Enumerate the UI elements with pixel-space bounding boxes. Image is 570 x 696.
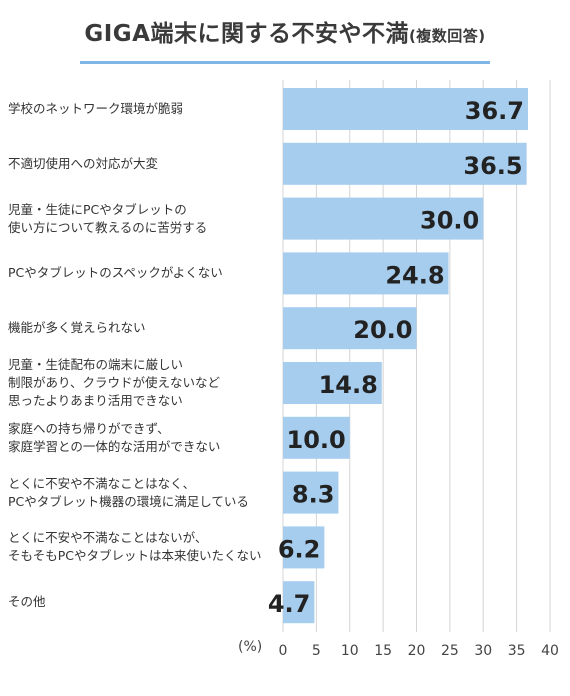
chart-subtitle: (複数回答) — [408, 27, 486, 45]
x-tick-label: 5 — [312, 643, 321, 659]
category-label: PCやタブレットのスペックがよくない — [8, 265, 223, 281]
value-label: 4.7 — [268, 590, 311, 618]
chart-title-main: GIGA端末に関する不安や不満 — [84, 21, 409, 47]
category-label: 児童・生徒にPCやタブレットの 使い方について教えるのに苦労する — [8, 201, 208, 235]
bar — [283, 252, 449, 295]
value-label: 6.2 — [278, 535, 321, 563]
chart-title: GIGA端末に関する不安や不満(複数回答) — [0, 14, 570, 54]
category-label: 不適切使用への対応が大変 — [8, 155, 159, 171]
value-label: 10.0 — [287, 426, 346, 454]
x-axis-unit: (%) — [238, 639, 263, 655]
bar — [283, 416, 350, 459]
x-tick-label: 40 — [541, 643, 559, 659]
value-label: 36.5 — [463, 152, 522, 180]
bar — [283, 88, 528, 130]
bar — [283, 142, 527, 185]
x-tick-label: 35 — [508, 643, 526, 659]
x-tick-label: 20 — [408, 643, 426, 659]
value-label: 20.0 — [353, 316, 412, 344]
category-label: 児童・生徒配布の端末に厳しい 制限があり、クラウドが使えないなど 思ったよりあま… — [8, 357, 221, 408]
x-tick-label: 25 — [441, 643, 459, 659]
value-label: 24.8 — [385, 261, 444, 289]
bar — [283, 307, 417, 350]
x-tick-label: 10 — [341, 643, 359, 659]
category-label: とくに不安や不満なことはないが、 そもそもPCやタブレットは本来使いたくない — [8, 530, 262, 564]
category-label: その他 — [8, 594, 46, 610]
title-underline — [80, 61, 490, 64]
value-label: 14.8 — [319, 371, 378, 399]
x-tick-label: 15 — [374, 643, 392, 659]
category-label: 学校のネットワーク環境が脆弱 — [8, 101, 184, 116]
x-tick-label: 0 — [279, 643, 288, 659]
bar — [283, 471, 339, 514]
bar — [283, 581, 315, 624]
category-label: 機能が多く覚えられない — [8, 320, 146, 336]
value-label: 30.0 — [420, 207, 479, 235]
x-tick-label: 30 — [474, 643, 492, 659]
value-label: 36.7 — [465, 97, 524, 125]
category-label: 家庭への持ち帰りができず、 家庭学習との一体的な活用ができない — [8, 420, 221, 454]
bar — [283, 526, 325, 569]
bar — [283, 197, 484, 240]
bar — [283, 362, 382, 404]
value-label: 8.3 — [292, 481, 335, 509]
category-label: とくに不安や不満なことはなく、 PCやタブレット機器の環境に満足している — [8, 475, 249, 509]
